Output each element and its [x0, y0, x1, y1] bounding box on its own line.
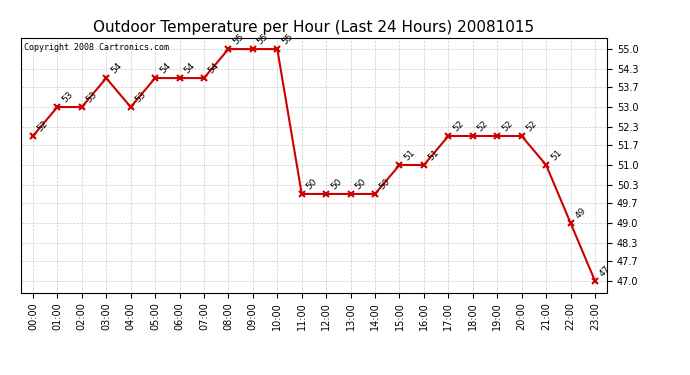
Text: 52: 52	[36, 119, 50, 133]
Text: 54: 54	[158, 61, 172, 75]
Title: Outdoor Temperature per Hour (Last 24 Hours) 20081015: Outdoor Temperature per Hour (Last 24 Ho…	[93, 20, 535, 35]
Text: 54: 54	[109, 61, 124, 75]
Text: 55: 55	[280, 32, 295, 46]
Text: 50: 50	[353, 177, 368, 191]
Text: 55: 55	[231, 32, 246, 46]
Text: 50: 50	[329, 177, 344, 191]
Text: 54: 54	[182, 61, 197, 75]
Text: 54: 54	[207, 61, 221, 75]
Text: 51: 51	[402, 148, 417, 162]
Text: 50: 50	[304, 177, 319, 191]
Text: 53: 53	[60, 90, 75, 104]
Text: 52: 52	[451, 119, 466, 133]
Text: 53: 53	[85, 90, 99, 104]
Text: 47: 47	[598, 264, 612, 278]
Text: Copyright 2008 Cartronics.com: Copyright 2008 Cartronics.com	[23, 43, 168, 52]
Text: 52: 52	[475, 119, 490, 133]
Text: 50: 50	[378, 177, 393, 191]
Text: 55: 55	[255, 32, 270, 46]
Text: 52: 52	[500, 119, 515, 133]
Text: 53: 53	[133, 90, 148, 104]
Text: 52: 52	[524, 119, 539, 133]
Text: 51: 51	[426, 148, 441, 162]
Text: 51: 51	[549, 148, 563, 162]
Text: 49: 49	[573, 206, 588, 220]
